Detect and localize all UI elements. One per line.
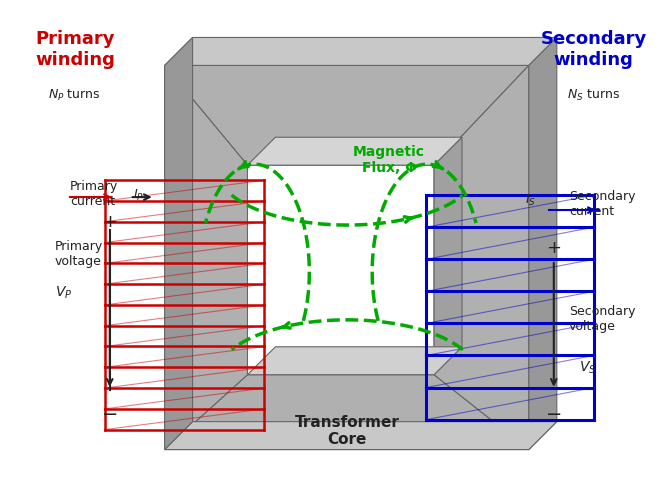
Text: $N_S$ turns: $N_S$ turns <box>567 88 620 103</box>
Polygon shape <box>164 38 557 66</box>
Text: −: − <box>546 405 562 424</box>
Polygon shape <box>164 38 193 449</box>
Polygon shape <box>434 66 529 449</box>
Polygon shape <box>434 137 462 375</box>
Text: Primary
current: Primary current <box>70 180 118 208</box>
Text: $V_S$: $V_S$ <box>579 360 596 376</box>
Text: Secondary
voltage: Secondary voltage <box>569 305 636 333</box>
Text: Secondary
winding: Secondary winding <box>541 31 647 69</box>
Text: $I_S$: $I_S$ <box>525 192 536 207</box>
Polygon shape <box>164 422 557 449</box>
Text: Secondary
current: Secondary current <box>569 190 636 218</box>
Text: Magnetic
Flux, Φ: Magnetic Flux, Φ <box>353 145 425 175</box>
Text: Primary
voltage: Primary voltage <box>55 240 103 268</box>
Polygon shape <box>164 66 248 449</box>
Text: $V_P$: $V_P$ <box>55 285 72 301</box>
Text: −: − <box>102 405 118 424</box>
Polygon shape <box>164 375 529 449</box>
Text: Transformer
Core: Transformer Core <box>295 415 400 447</box>
Text: $N_P$ turns: $N_P$ turns <box>48 88 101 103</box>
Polygon shape <box>529 38 557 449</box>
Text: $I_P$: $I_P$ <box>133 187 144 203</box>
Text: +: + <box>546 239 561 257</box>
Polygon shape <box>164 66 529 165</box>
Text: +: + <box>102 213 117 231</box>
Polygon shape <box>248 347 462 375</box>
Text: Primary
winding: Primary winding <box>35 31 115 69</box>
Polygon shape <box>248 137 462 165</box>
